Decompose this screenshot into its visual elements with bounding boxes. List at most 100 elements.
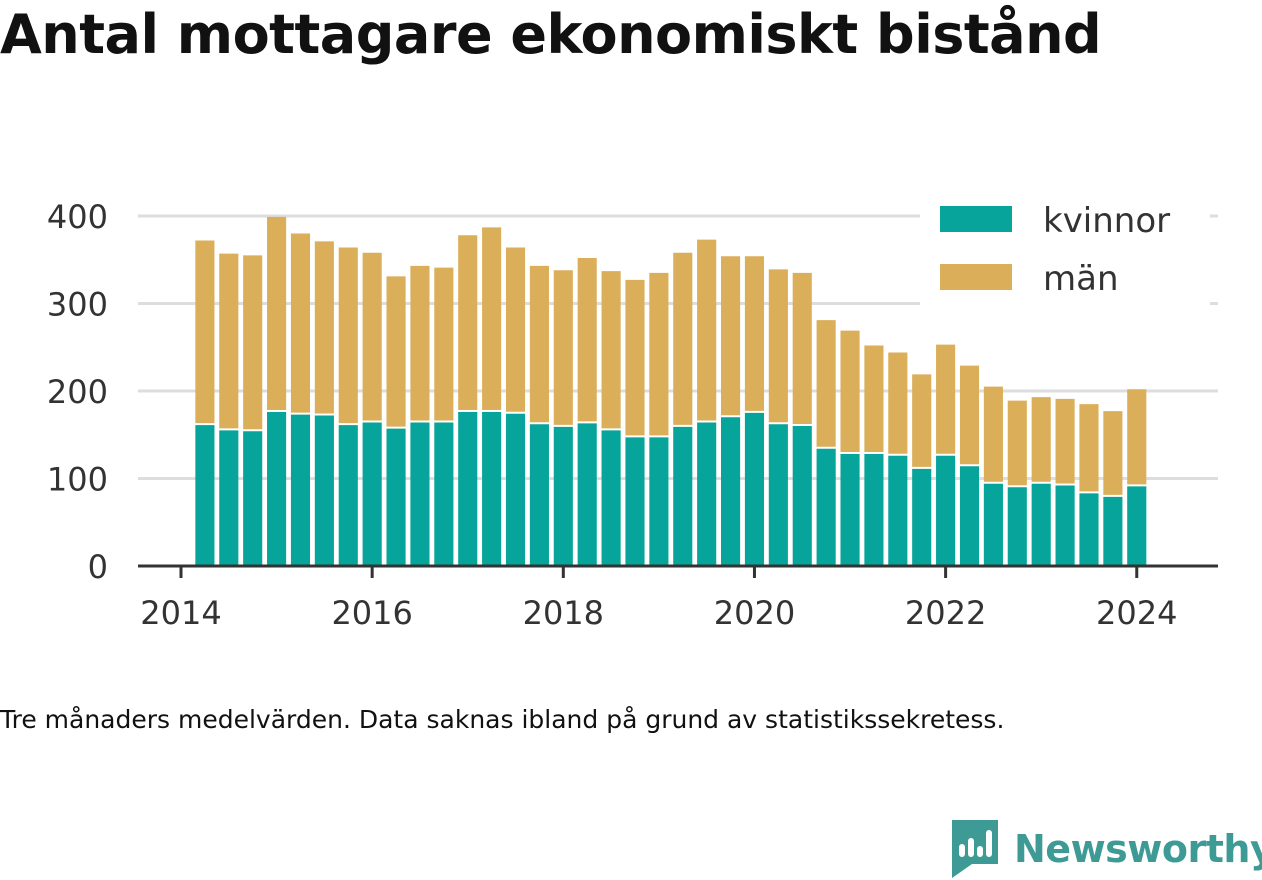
bar-kvinnor	[792, 426, 812, 566]
bar-kvinnor	[1055, 485, 1075, 566]
y-tick-label: 100	[47, 461, 108, 499]
bar-man	[936, 344, 956, 454]
bar-kvinnor	[744, 412, 765, 566]
legend-label: män	[1043, 259, 1119, 299]
bar-kvinnor	[649, 437, 669, 566]
bar-kvinnor	[410, 422, 430, 566]
x-tick-label: 2024	[1096, 594, 1177, 632]
bar-kvinnor	[625, 437, 645, 566]
y-axis-tick-labels: 0 100 200 300 400	[47, 198, 108, 586]
bar-kvinnor	[1007, 487, 1027, 566]
bar-man	[888, 352, 908, 454]
bar-kvinnor	[386, 428, 406, 566]
bar-kvinnor	[936, 455, 956, 566]
bar-series	[195, 216, 1147, 566]
bar-kvinnor	[816, 448, 836, 566]
bar-chart: 0 100 200 300 400 2014 2016 2018 2020 2022 2024 k…	[47, 196, 1218, 632]
legend-swatch	[940, 206, 1012, 232]
legend-swatch	[940, 264, 1012, 290]
x-tick-label: 2018	[523, 594, 604, 632]
bar-man	[983, 386, 1003, 482]
bar-kvinnor	[721, 417, 741, 566]
bar-man	[243, 255, 263, 430]
bar-kvinnor	[1079, 493, 1099, 566]
bar-man	[625, 279, 645, 436]
legend-label: kvinnor	[1043, 201, 1170, 241]
bar-man	[864, 345, 884, 452]
bar-kvinnor	[959, 466, 980, 566]
bar-kvinnor	[434, 422, 454, 566]
bar-kvinnor	[768, 424, 788, 566]
bar-man	[505, 247, 526, 412]
bar-man	[1103, 411, 1123, 495]
bar-man	[434, 267, 454, 421]
bar-kvinnor	[195, 425, 215, 566]
bar-kvinnor	[458, 412, 478, 566]
chart-caption: Tre månaders medelvärden. Data saknas ib…	[0, 705, 1005, 734]
bar-kvinnor	[983, 483, 1003, 566]
x-tick-label: 2022	[905, 594, 986, 632]
bar-man	[195, 240, 215, 424]
bar-man	[458, 235, 478, 410]
bar-man	[386, 276, 406, 427]
bar-man	[1055, 398, 1075, 484]
x-tick-label: 2014	[140, 594, 221, 632]
bar-kvinnor	[338, 425, 358, 566]
bar-kvinnor	[1103, 496, 1123, 566]
bar-kvinnor	[577, 423, 597, 566]
bar-kvinnor	[1127, 486, 1147, 566]
bar-man	[529, 265, 549, 423]
bar-kvinnor	[673, 426, 693, 566]
bar-kvinnor	[243, 431, 263, 566]
bar-man	[816, 320, 836, 447]
x-tick-label: 2016	[331, 594, 412, 632]
bar-man	[959, 365, 980, 465]
bar-man	[721, 256, 741, 416]
y-tick-label: 400	[47, 198, 108, 236]
x-axis-tick-labels: 2014 2016 2018 2020 2022 2024	[140, 594, 1177, 632]
bar-man	[744, 256, 765, 411]
bar-man	[267, 216, 287, 410]
bar-man	[1127, 389, 1147, 485]
bar-kvinnor	[482, 412, 502, 566]
bar-man	[1007, 400, 1027, 486]
bar-man	[792, 272, 812, 424]
bar-man	[290, 233, 311, 413]
bar-man	[912, 374, 932, 467]
bar-man	[673, 252, 693, 425]
x-tick-label: 2020	[714, 594, 795, 632]
bar-man	[768, 269, 788, 423]
bar-man	[338, 247, 358, 424]
bar-man	[840, 330, 860, 452]
bar-kvinnor	[912, 468, 932, 566]
bar-kvinnor	[601, 430, 621, 566]
brand-logo: Newsworthy	[950, 818, 1262, 880]
newsworthy-logo-icon	[952, 820, 998, 878]
brand-name: Newsworthy	[1014, 827, 1262, 871]
bar-kvinnor	[267, 412, 287, 566]
bar-kvinnor	[553, 426, 573, 566]
legend: kvinnor män	[920, 196, 1210, 306]
y-tick-label: 300	[47, 286, 108, 324]
bar-kvinnor	[505, 413, 526, 566]
bar-kvinnor	[290, 414, 311, 566]
bar-man	[649, 272, 669, 436]
bar-kvinnor	[888, 455, 908, 566]
bar-man	[577, 258, 597, 422]
bar-kvinnor	[314, 415, 334, 566]
y-tick-label: 200	[47, 373, 108, 411]
bar-kvinnor	[864, 454, 884, 566]
bar-kvinnor	[697, 422, 717, 566]
bar-man	[553, 270, 573, 425]
bar-kvinnor	[529, 424, 549, 566]
bar-kvinnor	[362, 422, 382, 566]
bar-man	[697, 239, 717, 421]
y-tick-label: 0	[88, 548, 108, 586]
bar-man	[410, 265, 430, 421]
bar-man	[1031, 397, 1051, 482]
bar-man	[482, 227, 502, 410]
x-axis	[138, 564, 1218, 578]
bar-man	[1079, 404, 1099, 492]
bar-kvinnor	[1031, 483, 1051, 566]
bar-man	[362, 252, 382, 421]
